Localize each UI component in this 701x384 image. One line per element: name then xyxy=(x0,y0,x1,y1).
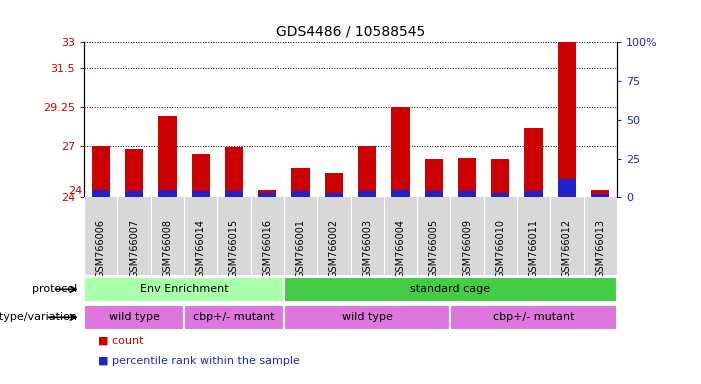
Bar xyxy=(284,277,617,302)
Text: standard cage: standard cage xyxy=(410,284,491,294)
Bar xyxy=(84,305,184,330)
Text: genotype/variation: genotype/variation xyxy=(0,312,77,322)
Bar xyxy=(92,190,110,197)
Bar xyxy=(225,147,243,197)
Bar xyxy=(92,146,110,197)
Bar xyxy=(358,191,376,197)
Text: wild type: wild type xyxy=(341,312,393,322)
Bar xyxy=(524,128,543,197)
Bar xyxy=(258,190,276,197)
Bar xyxy=(158,116,177,197)
Bar xyxy=(591,190,609,197)
Bar xyxy=(292,168,310,197)
Text: wild type: wild type xyxy=(109,312,160,322)
Bar xyxy=(491,159,510,197)
Bar xyxy=(125,149,143,197)
Bar xyxy=(158,190,177,197)
Bar xyxy=(524,191,543,197)
Text: ■ count: ■ count xyxy=(98,335,144,345)
Bar xyxy=(450,305,617,330)
Bar xyxy=(591,194,609,197)
Text: cbp+/- mutant: cbp+/- mutant xyxy=(493,312,574,322)
Bar xyxy=(184,305,284,330)
Bar xyxy=(325,193,343,197)
Bar xyxy=(558,42,576,197)
Bar xyxy=(191,191,210,197)
Bar xyxy=(425,191,443,197)
Bar xyxy=(191,154,210,197)
Bar xyxy=(391,190,409,197)
Bar xyxy=(458,158,476,197)
Bar xyxy=(284,305,450,330)
Bar xyxy=(125,191,143,197)
Bar xyxy=(84,277,284,302)
Text: Env Enrichment: Env Enrichment xyxy=(139,284,229,294)
Bar xyxy=(458,191,476,197)
Bar xyxy=(325,173,343,197)
Bar xyxy=(425,159,443,197)
Bar xyxy=(258,193,276,197)
Bar xyxy=(558,179,576,197)
Text: ■ percentile rank within the sample: ■ percentile rank within the sample xyxy=(98,356,300,366)
Text: protocol: protocol xyxy=(32,284,77,294)
Bar xyxy=(491,193,510,197)
Bar xyxy=(358,146,376,197)
Bar xyxy=(292,191,310,197)
Bar xyxy=(225,191,243,197)
Bar xyxy=(391,107,409,197)
Text: GDS4486 / 10588545: GDS4486 / 10588545 xyxy=(276,25,425,38)
Text: cbp+/- mutant: cbp+/- mutant xyxy=(193,312,275,322)
Text: 24: 24 xyxy=(68,186,83,196)
